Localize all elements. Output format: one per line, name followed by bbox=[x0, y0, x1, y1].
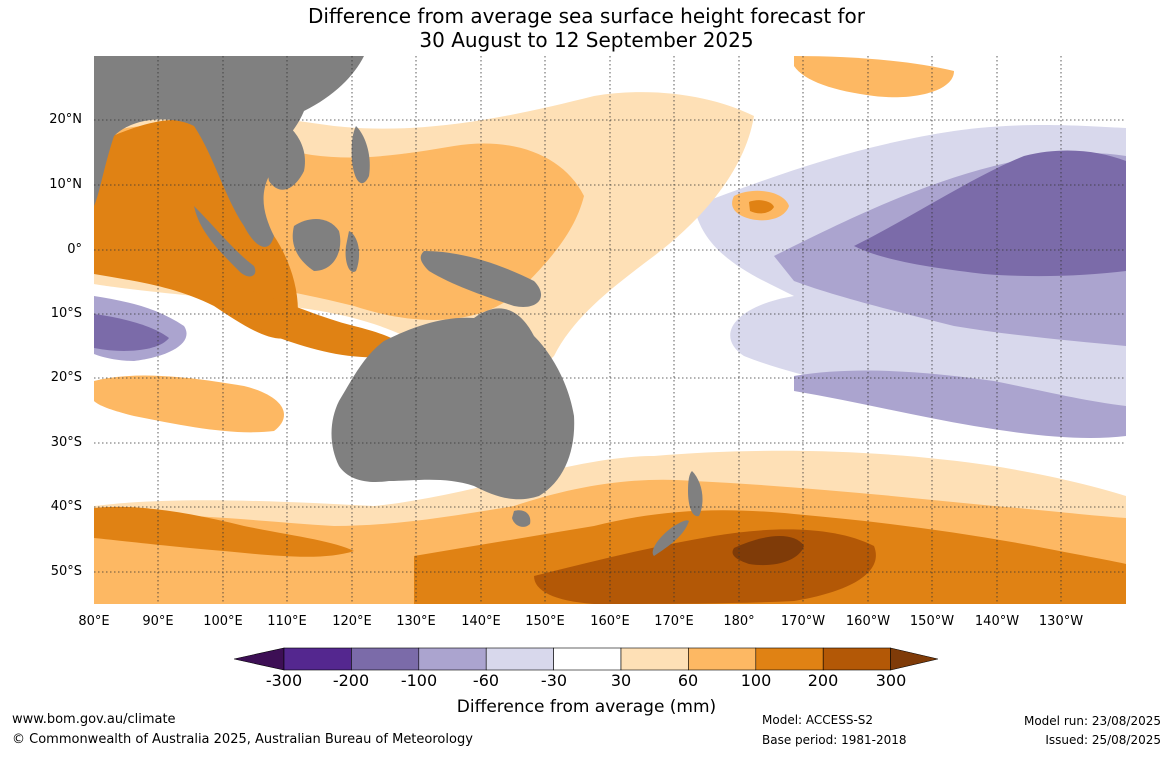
colorbar-tick-neg30: -30 bbox=[540, 671, 568, 690]
land-sumatra bbox=[194, 206, 256, 277]
colorbar-bin-neg100-neg60 bbox=[418, 647, 487, 671]
colorbar-title: Difference from average (mm) bbox=[456, 697, 717, 717]
anomaly-pos-patch-north-pacific bbox=[794, 56, 954, 98]
lat-label-10n: 10°N bbox=[49, 177, 82, 192]
colorbar-bin-neg60-neg30 bbox=[485, 647, 554, 671]
lat-label-20n: 20°N bbox=[49, 112, 82, 127]
colorbar-bin-neg30-30 bbox=[553, 647, 622, 671]
colorbar-tick-200: 200 bbox=[807, 671, 839, 690]
colorbar-bin-60-100 bbox=[688, 647, 757, 671]
land-borneo bbox=[292, 219, 341, 271]
footer-base-period: Base period: 1981-2018 bbox=[762, 733, 907, 747]
lon-label-90e: 90°E bbox=[142, 614, 174, 629]
colorbar-bin-30-60 bbox=[620, 647, 689, 671]
lat-label-20s: 20°S bbox=[50, 370, 82, 385]
colorbar-tick-neg60: -60 bbox=[472, 671, 500, 690]
land-indochina bbox=[265, 116, 305, 190]
colorbar-bin-neg200-neg100 bbox=[351, 647, 420, 671]
sea-surface-height-map bbox=[94, 56, 1126, 604]
land-new-zealand-north bbox=[688, 471, 703, 517]
lon-label-80e: 80°E bbox=[78, 614, 110, 629]
footer-model-run: Model run: 23/08/2025 bbox=[1023, 714, 1161, 728]
anomaly-neg60-south-pacific bbox=[794, 370, 1126, 438]
lat-label-30s: 30°S bbox=[50, 435, 82, 450]
colorbar-tick-neg300: -300 bbox=[265, 671, 303, 690]
land-australia bbox=[331, 308, 575, 500]
anomaly-pos100-south-indian bbox=[94, 506, 354, 557]
lon-label-140w: 140°W bbox=[974, 614, 1020, 629]
lon-label-110e: 110°E bbox=[267, 614, 307, 629]
anomaly-pos100-java bbox=[231, 286, 402, 358]
anomaly-pos300-south bbox=[732, 536, 804, 566]
land-new-zealand-south bbox=[652, 520, 689, 556]
lon-label-120e: 120°E bbox=[332, 614, 372, 629]
land-new-guinea bbox=[420, 251, 542, 307]
lon-label-150e: 150°E bbox=[525, 614, 565, 629]
title-line-2: 30 August to 12 September 2025 bbox=[419, 28, 754, 52]
lat-label-50s: 50°S bbox=[50, 564, 82, 579]
colorbar-bin-neg300-neg200 bbox=[283, 647, 352, 671]
anomaly-pos-patch-south-indian bbox=[94, 375, 284, 433]
lon-label-170e: 170°E bbox=[654, 614, 694, 629]
colorbar bbox=[234, 647, 938, 671]
anomaly-neg100-indian bbox=[94, 314, 169, 351]
land-philippines bbox=[351, 126, 370, 184]
map-canvas bbox=[94, 56, 1126, 604]
lon-label-180: 180° bbox=[723, 614, 755, 629]
colorbar-bin-100-200 bbox=[755, 647, 824, 671]
lon-label-170w: 170°W bbox=[780, 614, 826, 629]
colorbar-tick-60: 60 bbox=[677, 671, 699, 690]
colorbar-tick-30: 30 bbox=[610, 671, 632, 690]
lon-label-130w: 130°W bbox=[1038, 614, 1084, 629]
colorbar-extend-low bbox=[234, 647, 285, 671]
footer-issued: Issued: 25/08/2025 bbox=[1045, 733, 1161, 747]
lon-label-160e: 160°E bbox=[590, 614, 630, 629]
colorbar-extend-high bbox=[890, 647, 938, 671]
lon-label-160w: 160°W bbox=[845, 614, 891, 629]
land-sulawesi bbox=[345, 231, 360, 272]
lon-label-150w: 150°W bbox=[909, 614, 955, 629]
chart-title: Difference from average sea surface heig… bbox=[0, 4, 1173, 52]
lon-label-130e: 130°E bbox=[396, 614, 436, 629]
title-line-1: Difference from average sea surface heig… bbox=[307, 4, 866, 28]
anomaly-pos-patch-east-core bbox=[749, 200, 774, 214]
lon-label-100e: 100°E bbox=[203, 614, 243, 629]
colorbar-tick-neg200: -200 bbox=[332, 671, 370, 690]
colorbar-tick-100: 100 bbox=[740, 671, 772, 690]
anomaly-neg100-east-pacific bbox=[854, 150, 1126, 277]
land-masses bbox=[94, 56, 703, 556]
colorbar-bin-200-300 bbox=[822, 647, 891, 671]
lat-label-40s: 40°S bbox=[50, 499, 82, 514]
footer-model: Model: ACCESS-S2 bbox=[762, 713, 874, 727]
land-tasmania bbox=[512, 510, 531, 527]
anomaly-pos100-west-indian bbox=[94, 119, 298, 339]
lat-label-10s: 10°S bbox=[50, 306, 82, 321]
graticule bbox=[94, 56, 1126, 604]
lon-label-140e: 140°E bbox=[461, 614, 501, 629]
footer-website: www.bom.gov.au/climate bbox=[12, 712, 176, 727]
anomaly-pos60-north bbox=[392, 152, 494, 203]
lat-label-0: 0° bbox=[67, 242, 82, 257]
land-asia bbox=[94, 56, 364, 247]
colorbar-tick-neg100: -100 bbox=[400, 671, 438, 690]
footer-copyright: © Commonwealth of Australia 2025, Austra… bbox=[12, 732, 473, 747]
colorbar-tick-300: 300 bbox=[875, 671, 907, 690]
